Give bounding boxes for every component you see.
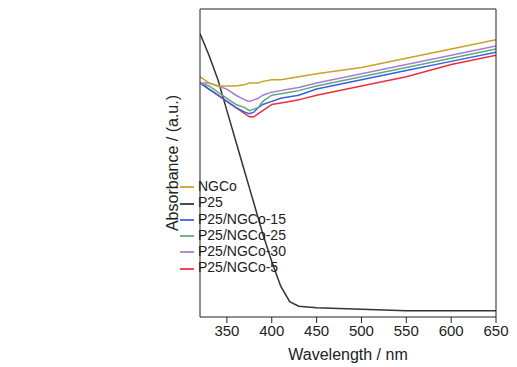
html-text:P25/NGCo-25: P25/NGCo-25 — [198, 226, 286, 243]
svg-text:650: 650 — [483, 322, 508, 339]
html-text:P25/NGCo-15: P25/NGCo-15 — [198, 210, 286, 227]
svg-text:500: 500 — [349, 322, 374, 339]
svg-text:400: 400 — [259, 322, 284, 339]
html-text:P25/NGCo-30: P25/NGCo-30 — [198, 243, 286, 260]
svg-text:350: 350 — [214, 322, 239, 339]
html-text:P25: P25 — [198, 194, 223, 211]
html-text:P25/NGCo-5: P25/NGCo-5 — [198, 259, 279, 276]
svg-text:Wavelength / nm: Wavelength / nm — [288, 346, 407, 363]
svg-text:550: 550 — [394, 322, 419, 339]
svg-text:600: 600 — [439, 322, 464, 339]
svg-text:450: 450 — [304, 322, 329, 339]
svg-text:Absorbance / (a.u.): Absorbance / (a.u.) — [164, 95, 181, 231]
html-text:NGCo: NGCo — [198, 178, 237, 194]
